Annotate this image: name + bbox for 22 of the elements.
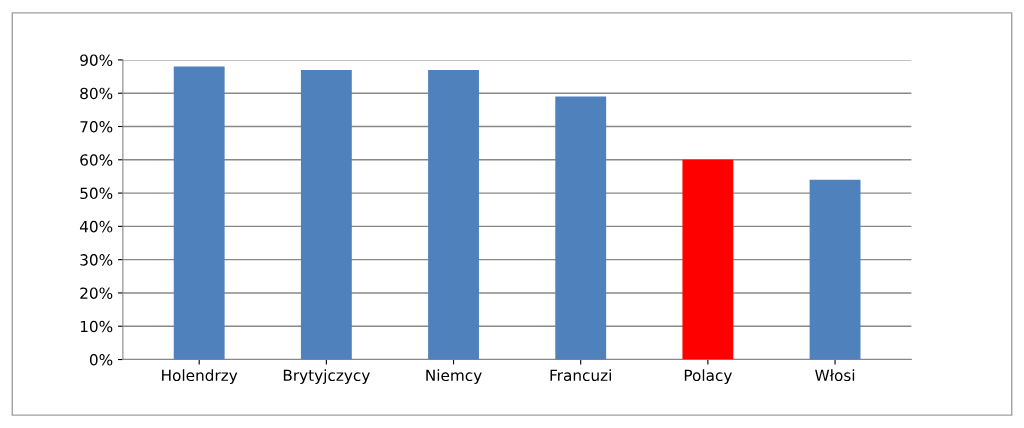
x-tick-label: Holendrzy: [162, 369, 238, 385]
x-tick-label: Francuzi: [550, 369, 611, 382]
y-tick-label: 90%: [80, 54, 113, 66]
bar: [682, 159, 734, 360]
x-tick-label: Włosi: [815, 369, 855, 382]
bar: [555, 96, 607, 360]
bar: [428, 69, 479, 360]
x-tick-label: Brytyjczycy: [283, 369, 370, 385]
x-tick-label: Niemcy: [426, 369, 482, 385]
y-tick-label: 60%: [80, 154, 113, 166]
y-tick-label: 70%: [80, 120, 113, 133]
y-tick-label: 30%: [80, 254, 113, 266]
bar: [809, 179, 861, 360]
bar: [300, 69, 352, 360]
y-tick-label: 10%: [80, 320, 113, 333]
y-tick-label: 40%: [79, 220, 113, 233]
y-tick-label: 0%: [89, 353, 113, 366]
y-tick-label: 20%: [80, 287, 113, 299]
x-tick-label: Polacy: [684, 369, 732, 385]
y-tick-label: 50%: [80, 187, 113, 200]
bar: [173, 66, 225, 360]
y-tick-label: 80%: [80, 87, 113, 100]
